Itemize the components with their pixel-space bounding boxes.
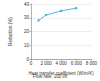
svg-text:0: 0 [26,56,29,62]
svg-text:8 000: 8 000 [86,61,98,66]
svg-text:10: 10 [24,43,30,48]
svg-text:6 000: 6 000 [71,61,83,66]
svg-text:2 000: 2 000 [40,61,52,66]
svg-text:Heat transfer coefficient (W/m: Heat transfer coefficient (W/m²K) [28,71,94,76]
svg-text:30: 30 [24,15,30,20]
svg-text:4 000: 4 000 [56,61,68,66]
svg-text:Reduction (%): Reduction (%) [8,17,13,46]
svg-text:40: 40 [24,2,30,7]
svg-text:Flow rate: 100 l/h: Flow rate: 100 l/h [32,74,68,79]
svg-text:20: 20 [24,29,30,34]
svg-text:0: 0 [30,61,33,66]
